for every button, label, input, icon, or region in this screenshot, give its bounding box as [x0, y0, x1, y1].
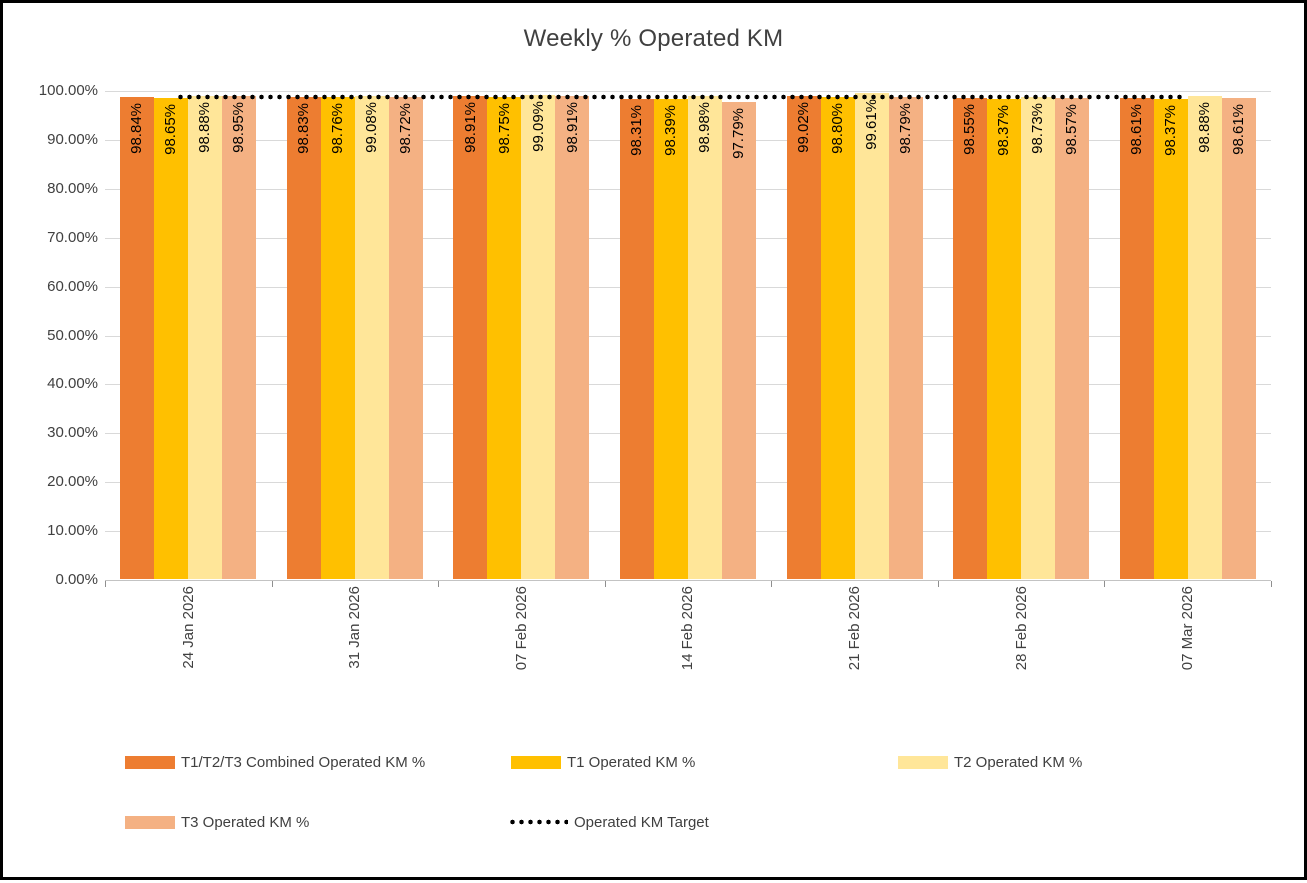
legend-item-t2: T2 Operated KM %: [898, 753, 1082, 771]
bar-t1: 98.37%: [987, 98, 1022, 579]
bar-combined: 98.61%: [1119, 97, 1154, 579]
bar-t3: 98.57%: [1055, 98, 1090, 579]
legend-swatch-t1: [511, 755, 561, 769]
bar-t3: 98.79%: [888, 96, 923, 579]
bar-t2: 98.73%: [1021, 97, 1056, 579]
legend-target-dotted-marker: [508, 819, 568, 825]
bar-t3: 98.91%: [555, 96, 590, 579]
bar-t3: 97.79%: [722, 101, 756, 579]
legend-label: Operated KM Target: [574, 813, 709, 831]
y-axis-tick-label: 80.00%: [47, 179, 98, 197]
legend-item-t1: T1 Operated KM %: [511, 753, 695, 771]
bar-t2: 99.09%: [521, 95, 556, 579]
bar-t1: 98.75%: [487, 97, 522, 579]
bar-t2: 99.61%: [854, 92, 889, 579]
legend-label: T3 Operated KM %: [181, 813, 310, 831]
y-axis-tick-label: 10.00%: [47, 522, 98, 540]
bar-t1: 98.39%: [654, 98, 688, 579]
y-axis-tick-label: 70.00%: [47, 228, 98, 246]
x-axis-tick: [271, 581, 273, 587]
x-axis-tick: [937, 581, 939, 587]
bar-t1: 98.76%: [320, 97, 355, 579]
chart-title: Weekly % Operated KM: [523, 25, 784, 52]
legend-label: T1/T2/T3 Combined Operated KM %: [181, 753, 426, 771]
bar-t1: 98.65%: [154, 97, 189, 579]
x-axis-tick: [438, 581, 440, 587]
x-axis-tick: [1104, 581, 1106, 587]
x-axis-line: [105, 580, 1271, 581]
y-axis-tick-label: 90.00%: [47, 130, 98, 148]
y-axis-tick-label: 100.00%: [38, 82, 98, 99]
bar-combined: 99.02%: [786, 95, 821, 579]
legend-label: T1 Operated KM %: [567, 753, 696, 771]
bar-combined: 98.83%: [286, 96, 321, 579]
legend-item-combined: T1/T2/T3 Combined Operated KM %: [125, 753, 425, 771]
bar-t1: 98.37%: [1153, 98, 1188, 579]
bar-combined: 98.55%: [953, 98, 988, 579]
x-axis-tick: [771, 581, 773, 587]
y-axis-tick-label: 0.00%: [55, 571, 98, 588]
bar-t3: 98.72%: [388, 97, 423, 579]
bar-combined: 98.84%: [120, 96, 155, 579]
y-axis-tick-label: 40.00%: [47, 375, 98, 393]
gridline: [105, 91, 1271, 92]
legend-item-target: Operated KM Target: [508, 813, 709, 831]
y-axis-tick-label: 20.00%: [47, 473, 98, 491]
y-axis-labels: 100.00% 90.00% 80.00% 70.00% 60.00% 50.00% 40.…: [3, 82, 1307, 588]
bar-t2: 98.88%: [1187, 96, 1222, 579]
bar-t2: 98.88%: [188, 96, 223, 579]
bar-t2: 99.08%: [354, 95, 389, 579]
legend-label: T2 Operated KM %: [954, 753, 1083, 771]
chart-canvas: Weekly % Operated KM 98.84% 98.65% 98.88% 9…: [3, 3, 1304, 877]
bar-t3: 98.95%: [222, 96, 257, 579]
target-line: [176, 93, 1184, 100]
y-axis-tick-label: 60.00%: [47, 277, 98, 295]
bar-t1: 98.80%: [820, 96, 855, 579]
x-axis-tick: [105, 581, 106, 587]
legend-swatch-t2: [898, 755, 948, 769]
y-axis-tick-label: 30.00%: [47, 424, 98, 442]
plot-area: 98.84% 98.65% 98.88% 98.95% 98.83% 98.76% 99.0…: [105, 91, 1272, 587]
legend-swatch-t3: [125, 815, 175, 829]
legend-item-t3: T3 Operated KM %: [125, 813, 309, 831]
legend: T1/T2/T3 Combined Operated KM % T1 Operat…: [3, 3, 1307, 883]
legend-swatch-combined: [125, 755, 175, 769]
bar-combined: 98.31%: [620, 99, 654, 579]
x-axis-tick: [1271, 581, 1272, 587]
bar-t2: 98.98%: [688, 96, 722, 579]
bar-combined: 98.91%: [453, 96, 488, 579]
x-axis-tick: [604, 581, 606, 587]
bar-t3: 98.61%: [1221, 97, 1256, 579]
y-axis-tick-label: 50.00%: [47, 326, 98, 344]
